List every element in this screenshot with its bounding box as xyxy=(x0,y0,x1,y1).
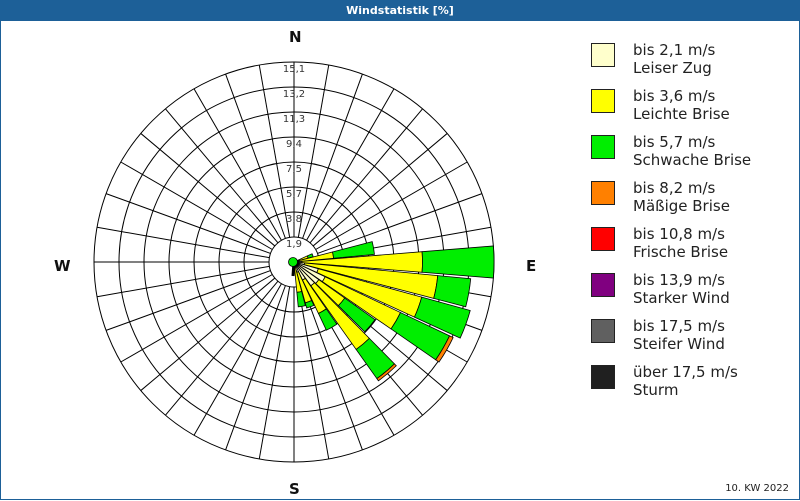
chart-title: Windstatistik [%] xyxy=(1,1,799,21)
svg-text:15,1: 15,1 xyxy=(283,64,305,75)
legend-swatch xyxy=(591,89,615,113)
legend-swatch xyxy=(591,227,615,251)
direction-label-north: N xyxy=(289,28,302,46)
legend-name: Schwache Brise xyxy=(633,151,752,169)
svg-text:3,8: 3,8 xyxy=(286,214,302,225)
direction-label-south: S xyxy=(289,480,300,498)
legend-speed: über 17,5 m/s xyxy=(633,363,738,381)
legend-name: Frische Brise xyxy=(633,243,729,261)
legend-name: Leichte Brise xyxy=(633,105,730,123)
period-label: 10. KW 2022 xyxy=(725,483,789,494)
legend-speed: bis 2,1 m/s xyxy=(633,41,716,59)
legend-name: Steifer Wind xyxy=(633,335,725,353)
svg-text:9,4: 9,4 xyxy=(286,139,302,150)
legend-name: Sturm xyxy=(633,381,679,399)
legend-swatch xyxy=(591,319,615,343)
legend-swatch xyxy=(591,43,615,67)
legend-speed: bis 3,6 m/s xyxy=(633,87,716,105)
legend-speed: bis 5,7 m/s xyxy=(633,133,716,151)
legend-speed: bis 17,5 m/s xyxy=(633,317,725,335)
svg-text:7,5: 7,5 xyxy=(286,164,302,175)
legend-swatch xyxy=(591,365,615,389)
legend-speed: bis 8,2 m/s xyxy=(633,179,716,197)
legend-name: Leiser Zug xyxy=(633,59,712,77)
direction-label-east: E xyxy=(526,257,537,275)
svg-text:5,7: 5,7 xyxy=(286,189,302,200)
svg-text:1,9: 1,9 xyxy=(286,239,302,250)
legend-swatch xyxy=(591,181,615,205)
legend-name: Starker Wind xyxy=(633,289,730,307)
legend-swatch xyxy=(591,273,615,297)
svg-text:13,2: 13,2 xyxy=(283,89,305,100)
direction-label-west: W xyxy=(54,257,71,275)
legend-speed: bis 13,9 m/s xyxy=(633,271,725,289)
svg-text:11,3: 11,3 xyxy=(283,114,305,125)
legend-name: Mäßige Brise xyxy=(633,197,730,215)
legend-speed: bis 10,8 m/s xyxy=(633,225,725,243)
legend-swatch xyxy=(591,135,615,159)
